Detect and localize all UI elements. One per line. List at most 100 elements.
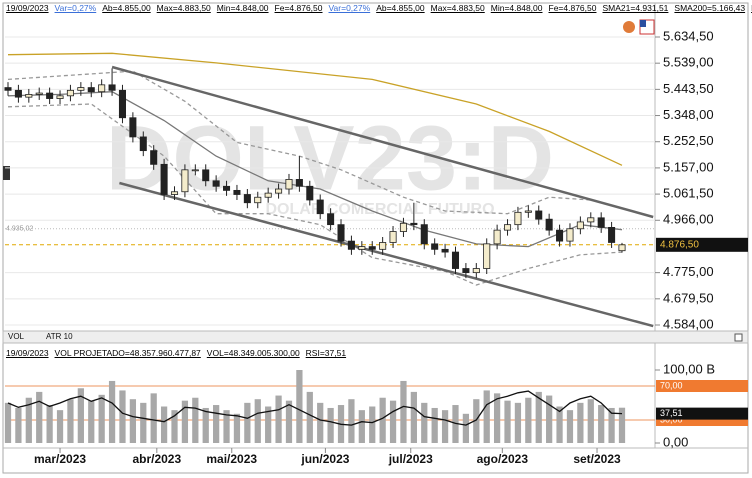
- volume-bar: [546, 395, 553, 443]
- header-item: Min=4.848,00: [216, 3, 269, 13]
- volume-bar: [119, 390, 126, 443]
- volume-bar: [15, 407, 22, 443]
- header-item: Min=4.848,00: [490, 3, 543, 13]
- volume-bar: [556, 406, 563, 443]
- indicator-line: [7, 70, 623, 215]
- y-tick-label: 4.679,50: [663, 290, 714, 305]
- y-tick-label: 4.584,00: [663, 316, 714, 331]
- candle-body: [25, 94, 33, 98]
- volume-bar: [223, 410, 230, 443]
- indicator-line: [119, 181, 654, 328]
- volume-bar: [348, 399, 355, 443]
- volume-bar: [108, 380, 116, 443]
- volume-bar: [129, 399, 137, 443]
- candle-body: [451, 251, 460, 269]
- candle-body: [295, 179, 303, 187]
- volume-bar: [618, 407, 626, 443]
- volume-bar: [140, 402, 147, 443]
- candle-body: [316, 199, 324, 215]
- header-item: Max=4.883,50: [430, 3, 485, 13]
- x-tick-label: jun/2023: [300, 452, 349, 466]
- candle-body: [98, 84, 106, 93]
- candle-body: [327, 213, 335, 226]
- volume-bar: [160, 406, 168, 443]
- volume-bar: [421, 402, 428, 443]
- volume-bar: [410, 391, 417, 443]
- panel-button[interactable]: [734, 333, 743, 342]
- side-toggle[interactable]: [3, 166, 10, 180]
- y-tick-label: 100,00 B: [663, 361, 715, 376]
- rsi-box: [656, 407, 748, 420]
- candle-body: [275, 188, 283, 194]
- volume-bar: [306, 391, 313, 443]
- volume-bar: [244, 402, 251, 443]
- candle-body: [77, 87, 85, 91]
- candle-body: [233, 189, 241, 195]
- candle-body: [306, 185, 314, 201]
- volume-bar: [150, 393, 157, 443]
- header-item: 19/09/2023: [6, 348, 49, 358]
- x-tick-label: mai/2023: [206, 452, 257, 466]
- candle-body: [264, 192, 272, 198]
- volume-bar: [88, 400, 95, 443]
- tab-bar: [2, 330, 749, 344]
- y-tick-label: 4.966,00: [663, 212, 714, 227]
- x-tick-label: ago/2023: [477, 452, 529, 466]
- y-tick-label: 5.443,50: [663, 81, 714, 96]
- y-tick-label: 5.061,50: [663, 186, 714, 201]
- x-tick-label: mar/2023: [34, 452, 86, 466]
- candle-body: [87, 87, 95, 93]
- rsi-level-box: [656, 380, 748, 392]
- price-box-label: 4.876,50: [660, 239, 699, 250]
- volume-bar: [181, 400, 189, 443]
- indicator-line: [111, 65, 654, 219]
- candle-body: [545, 218, 553, 231]
- candle-body: [243, 194, 251, 204]
- volume-bar: [25, 397, 32, 443]
- currency-icon[interactable]: [623, 21, 635, 33]
- volume-bar: [213, 405, 220, 443]
- candle-body: [160, 163, 168, 195]
- rsi-box-label: 37,51: [660, 408, 683, 418]
- candle-body: [150, 150, 158, 165]
- volume-bar: [265, 406, 272, 443]
- candle-body: [441, 248, 449, 253]
- candle-body: [462, 268, 470, 274]
- candle-body: [118, 89, 126, 119]
- candle-body: [431, 243, 439, 250]
- volume-bar: [504, 400, 511, 443]
- volume-bar: [535, 391, 542, 443]
- y-tick-label: 5.539,00: [663, 55, 714, 70]
- header-item: Fe=4.876,50: [274, 3, 323, 13]
- y-tick-label: 5.348,00: [663, 107, 714, 122]
- candle-body: [337, 224, 345, 242]
- volume-bar: [441, 410, 449, 443]
- candle-body: [618, 244, 626, 252]
- header-item: Var=0,27%: [328, 3, 371, 13]
- candle-body: [420, 224, 428, 245]
- candle-body: [347, 240, 355, 250]
- candle-body: [212, 180, 220, 187]
- marker-label: 4.935,02: [6, 226, 33, 233]
- header-item: SMA200=5.166,43: [674, 3, 746, 13]
- candle-body: [608, 227, 616, 243]
- rsi-level-label: 70,00: [660, 380, 683, 390]
- candle-body: [223, 185, 231, 191]
- candle-body: [358, 246, 366, 250]
- volume-bar: [525, 397, 532, 443]
- candle-body: [535, 210, 543, 220]
- volume-bar: [296, 370, 303, 443]
- header-item: RSI=37,51: [305, 348, 347, 358]
- candle-body: [504, 224, 512, 231]
- header: 19/09/2023 Var=0,27% Ab=4.855,00 Max=4.883,…: [6, 3, 752, 13]
- volume-bar: [77, 388, 84, 443]
- volume-bar: [56, 410, 64, 443]
- volume-bar: [192, 397, 199, 443]
- volume-bar: [389, 400, 397, 443]
- volume-bar: [171, 410, 178, 443]
- candle-body: [14, 89, 22, 98]
- volume-bar: [483, 390, 490, 443]
- candle-body: [597, 217, 605, 228]
- candle-body: [46, 92, 54, 99]
